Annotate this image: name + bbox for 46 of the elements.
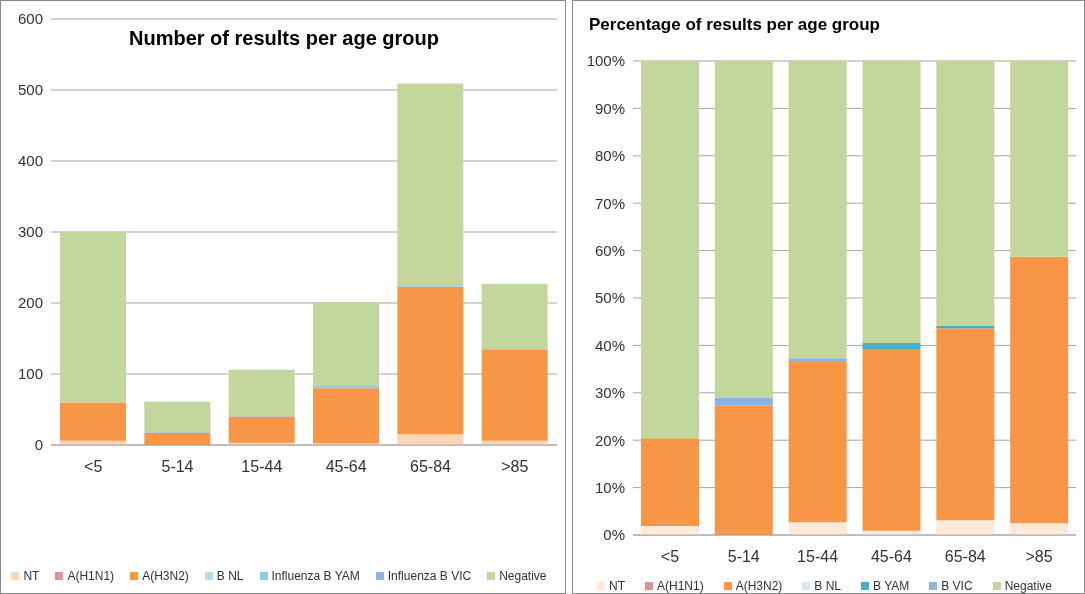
legend-label: A(H1N1) bbox=[67, 569, 115, 583]
x-tick-label: <5 bbox=[660, 548, 680, 566]
y-tick-label: 500 bbox=[17, 81, 43, 99]
y-tick-label: 400 bbox=[17, 152, 43, 170]
x-tick-label: 65-84 bbox=[944, 548, 986, 566]
x-tick-label: >85 bbox=[501, 458, 529, 476]
y-tick-label: 60% bbox=[594, 241, 625, 259]
y-tick-label: 100 bbox=[17, 365, 43, 383]
y-tick-label: 90% bbox=[594, 99, 625, 117]
legend-label: NT bbox=[608, 579, 625, 593]
x-tick-label: 65-84 bbox=[410, 458, 452, 476]
legend-label: Negative bbox=[1004, 579, 1052, 593]
legend-label: B YAM bbox=[873, 579, 910, 593]
x-tick-label: <5 bbox=[84, 458, 103, 476]
y-tick-label: 300 bbox=[17, 223, 43, 241]
legend-label: A(H3N2) bbox=[142, 569, 189, 583]
y-tick-label: 80% bbox=[594, 147, 625, 165]
y-tick-label: 10% bbox=[594, 478, 625, 496]
y-tick-label: 20% bbox=[594, 431, 625, 449]
legend-label: Influenza B VIC bbox=[387, 569, 472, 583]
x-tick-label: 15-44 bbox=[241, 458, 283, 476]
legend-label: B NL bbox=[216, 569, 244, 583]
y-tick-label: 70% bbox=[594, 194, 625, 212]
y-tick-label: 600 bbox=[17, 10, 43, 28]
y-tick-label: 200 bbox=[17, 294, 43, 312]
x-tick-label: 5-14 bbox=[727, 548, 760, 566]
y-tick-label: 40% bbox=[594, 336, 625, 354]
x-tick-label: 45-64 bbox=[325, 458, 367, 476]
chart-title: Percentage of results per age group bbox=[589, 15, 880, 35]
legend-label: Negative bbox=[499, 569, 547, 583]
y-tick-label: 50% bbox=[594, 289, 625, 307]
x-tick-label: 5-14 bbox=[161, 458, 194, 476]
x-tick-label: 45-64 bbox=[870, 548, 912, 566]
y-tick-label: 100% bbox=[586, 52, 625, 70]
legend-label: B VIC bbox=[941, 579, 973, 593]
legend-label: A(H3N2) bbox=[735, 579, 783, 593]
y-tick-label: 0% bbox=[603, 526, 625, 544]
x-tick-label: >85 bbox=[1025, 548, 1053, 566]
legend-label: NT bbox=[23, 569, 40, 583]
legend-label: A(H1N1) bbox=[656, 579, 704, 593]
y-tick-label: 0 bbox=[34, 436, 43, 454]
legend-label: B NL bbox=[814, 579, 842, 593]
legend-label: Influenza B YAM bbox=[271, 569, 360, 583]
y-tick-label: 30% bbox=[594, 384, 625, 402]
chart-title: Number of results per age group bbox=[127, 27, 441, 50]
x-tick-label: 15-44 bbox=[797, 548, 839, 566]
